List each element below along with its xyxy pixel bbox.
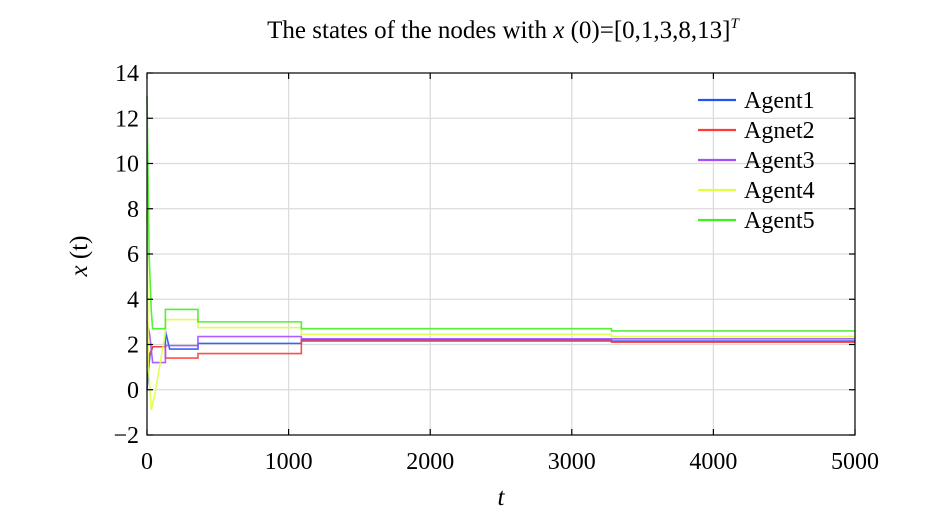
chart-title: The states of the nodes with x (0)=[0,1,…	[267, 16, 740, 44]
grid-layer	[147, 73, 855, 435]
series-line-4	[146, 208, 855, 411]
x-tick-label-3: 3000	[548, 449, 596, 475]
x-tick-label-4: 4000	[689, 449, 737, 475]
x-tick-label-2: 2000	[406, 449, 454, 475]
y-axis-label: x (t)	[66, 236, 93, 278]
series-line-2	[146, 340, 855, 368]
y-tick-label-1: 0	[127, 378, 139, 404]
x-axis-label: t	[498, 484, 506, 511]
y-tick-label-8: 14	[115, 61, 139, 87]
y-tick-label-2: 2	[127, 333, 139, 359]
y-tick-label-4: 6	[127, 242, 139, 268]
y-axis-label-rest: (t)	[66, 236, 93, 266]
y-tick-label-3: 4	[127, 287, 139, 313]
y-axis-label-var: x	[66, 265, 93, 277]
legend-label-2: Agnet2	[744, 118, 815, 144]
legend-label-3: Agent3	[744, 148, 815, 174]
chart-title-rest: (0)=[0,1,3,8,13]	[564, 17, 730, 44]
y-tick-label-6: 10	[115, 152, 139, 178]
x-tick-label-0: 0	[141, 449, 153, 475]
series-line-5	[146, 95, 855, 332]
chart-title-sup: T	[730, 16, 740, 32]
series-line-1	[146, 330, 855, 390]
x-tick-label-5: 5000	[831, 449, 879, 475]
chart-title-var: x	[552, 17, 564, 44]
series-layer	[146, 95, 855, 411]
legend-label-4: Agent4	[744, 178, 815, 204]
chart-title-main: The states of the nodes with	[267, 17, 553, 44]
y-tick-label-5: 8	[127, 197, 139, 223]
legend: Agent1 Agnet2 Agent3 Agent4 Agent5	[698, 88, 815, 234]
series-line-3	[146, 321, 855, 364]
x-tick-label-1: 1000	[265, 449, 313, 475]
legend-label-5: Agent5	[744, 208, 815, 234]
y-tick-label-0: −2	[113, 423, 139, 449]
y-tick-label-7: 12	[115, 106, 139, 132]
legend-label-1: Agent1	[744, 88, 815, 114]
